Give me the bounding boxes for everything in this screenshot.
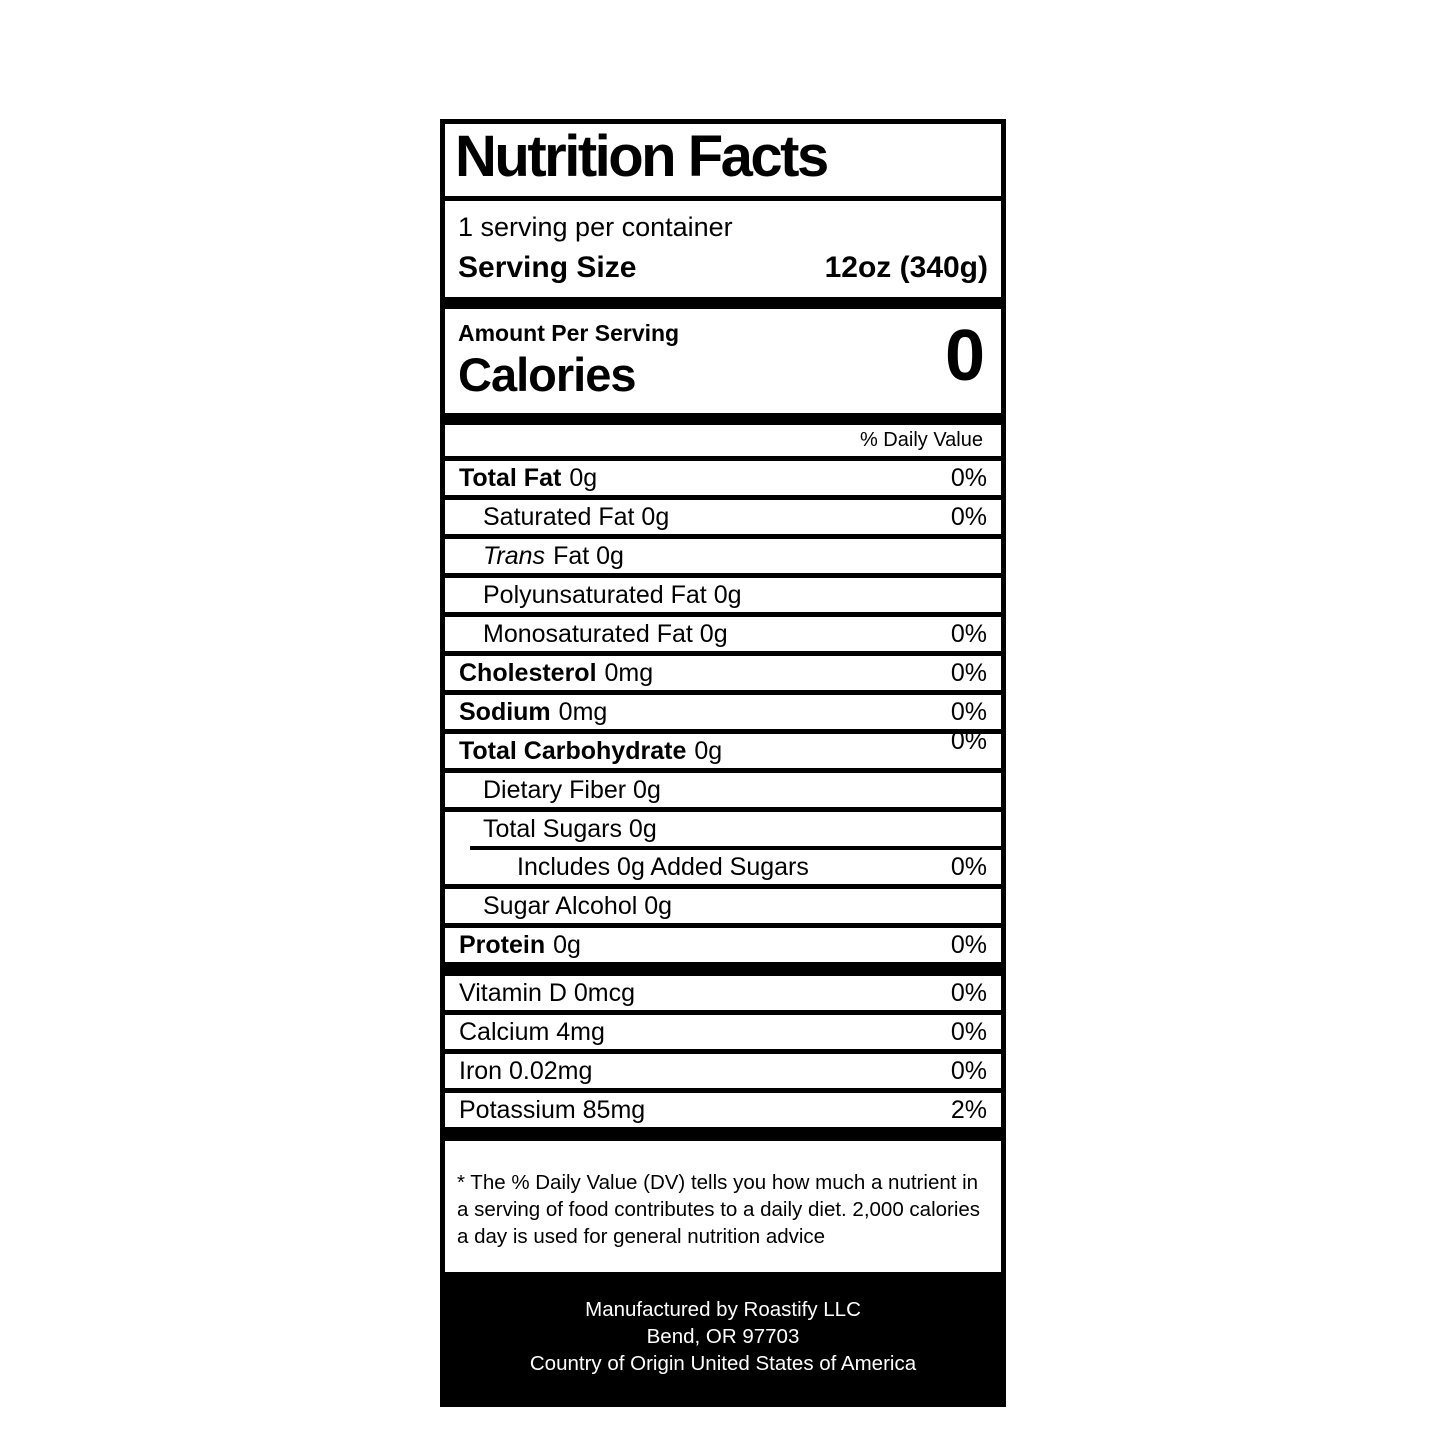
row-label: Sugar Alcohol 0g <box>483 891 673 920</box>
row-added-sugars: Includes 0g Added Sugars 0% <box>445 850 1001 884</box>
row-label: Vitamin D 0mcg <box>459 978 635 1007</box>
row-label: Trans Fat 0g <box>483 541 624 570</box>
daily-value: 0% <box>950 852 987 881</box>
row-cholesterol: Cholesterol 0mg 0% <box>445 656 1001 690</box>
calories-value: 0 <box>944 316 985 396</box>
footnote-line: * The % Daily Value (DV) tells you how m… <box>457 1171 979 1194</box>
row-sodium: Sodium 0mg 0% <box>445 695 1001 729</box>
daily-value: 0% <box>950 463 987 492</box>
row-label: Sodium 0mg <box>459 697 608 726</box>
row-label: Dietary Fiber 0g <box>483 775 661 804</box>
row-trans-fat: Trans Fat 0g <box>445 539 1001 573</box>
label-title: Nutrition Facts <box>455 124 829 189</box>
row-label: Saturated Fat 0g <box>483 502 670 531</box>
daily-value: 0% <box>950 727 987 755</box>
row-calcium: Calcium 4mg 0% <box>445 1015 1001 1049</box>
added-sugars-divider <box>470 846 1001 850</box>
serving-size-row: Serving Size 12oz (340g) <box>458 251 988 285</box>
servings-per-container: 1 serving per container <box>458 212 733 242</box>
row-saturated-fat: Saturated Fat 0g 0% <box>445 500 1001 534</box>
row-label: Total Fat 0g <box>459 463 598 492</box>
nutrition-facts-label: Nutrition Facts 1 serving per container … <box>440 119 1006 1407</box>
row-label: Total Carbohydrate 0g <box>459 736 723 765</box>
sugars-box: Total Sugars 0g Includes 0g Added Sugars… <box>445 812 1001 884</box>
row-label: Polyunsaturated Fat 0g <box>483 580 742 609</box>
row-label: Includes 0g Added Sugars <box>517 852 809 881</box>
row-vitamin-d: Vitamin D 0mcg 0% <box>445 976 1001 1010</box>
serving-box: 1 serving per container Serving Size 12o… <box>445 201 1001 297</box>
serving-size-value: 12oz (340g) <box>824 251 988 284</box>
row-label: Iron 0.02mg <box>459 1056 593 1085</box>
row-label: Potassium 85mg <box>459 1095 646 1124</box>
manufacturer-line: Manufactured by Roastify LLC <box>585 1298 861 1321</box>
daily-value: 0% <box>950 658 987 687</box>
daily-value-footnote: * The % Daily Value (DV) tells you how m… <box>445 1141 1001 1272</box>
daily-value: 0% <box>950 697 987 726</box>
row-sugar-alcohol: Sugar Alcohol 0g <box>445 889 1001 923</box>
row-total-carbohydrate: Total Carbohydrate 0g 0% <box>445 727 1001 768</box>
row-label: Calcium 4mg <box>459 1017 605 1046</box>
daily-value-header: % Daily Value <box>445 425 1001 456</box>
daily-value: 0% <box>950 502 987 531</box>
row-label: Cholesterol 0mg <box>459 658 654 687</box>
origin-line: Country of Origin United States of Ameri… <box>529 1352 917 1375</box>
daily-value: 2% <box>950 1095 987 1124</box>
manufacturer-footer: Manufactured by Roastify LLC Bend, OR 97… <box>440 1272 1006 1407</box>
footnote-line: a day is used for general nutrition advi… <box>457 1225 826 1248</box>
row-protein: Protein 0g 0% <box>445 928 1001 962</box>
address-line: Bend, OR 97703 <box>646 1325 800 1348</box>
daily-value: 0% <box>950 930 987 959</box>
row-iron: Iron 0.02mg 0% <box>445 1054 1001 1088</box>
row-total-sugars: Total Sugars 0g <box>445 812 1001 846</box>
row-monosaturated-fat: Monosaturated Fat 0g 0% <box>445 617 1001 651</box>
row-dietary-fiber: Dietary Fiber 0g <box>445 773 1001 807</box>
row-label: Total Sugars 0g <box>483 814 657 843</box>
title-box: Nutrition Facts <box>445 124 1001 196</box>
daily-value: 0% <box>950 1017 987 1046</box>
daily-value: 0% <box>950 1056 987 1085</box>
amount-per-serving-label: Amount Per Serving <box>458 320 680 346</box>
calories-label: Calories <box>458 348 636 401</box>
daily-value: 0% <box>950 978 987 1007</box>
row-label: Monosaturated Fat 0g <box>483 619 728 648</box>
footnote-line: a serving of food contributes to a daily… <box>457 1198 981 1221</box>
row-polyunsaturated-fat: Polyunsaturated Fat 0g <box>445 578 1001 612</box>
row-label: Protein 0g <box>459 930 581 959</box>
calories-box: Amount Per Serving Calories 0 <box>445 309 1001 413</box>
daily-value: 0% <box>950 619 987 648</box>
row-potassium: Potassium 85mg 2% <box>445 1093 1001 1127</box>
row-total-fat: Total Fat 0g 0% <box>445 461 1001 495</box>
serving-size-label: Serving Size <box>458 251 637 284</box>
